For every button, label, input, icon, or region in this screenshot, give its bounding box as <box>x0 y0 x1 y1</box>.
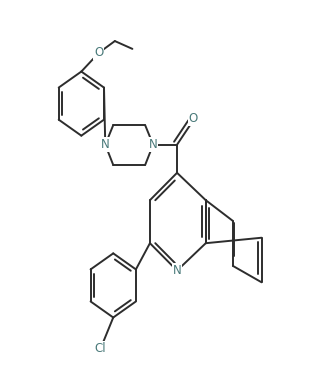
Text: O: O <box>94 46 103 59</box>
Text: N: N <box>101 138 110 151</box>
Text: N: N <box>149 138 158 151</box>
Text: N: N <box>173 264 182 277</box>
Text: Cl: Cl <box>95 342 106 355</box>
Text: O: O <box>189 112 197 125</box>
